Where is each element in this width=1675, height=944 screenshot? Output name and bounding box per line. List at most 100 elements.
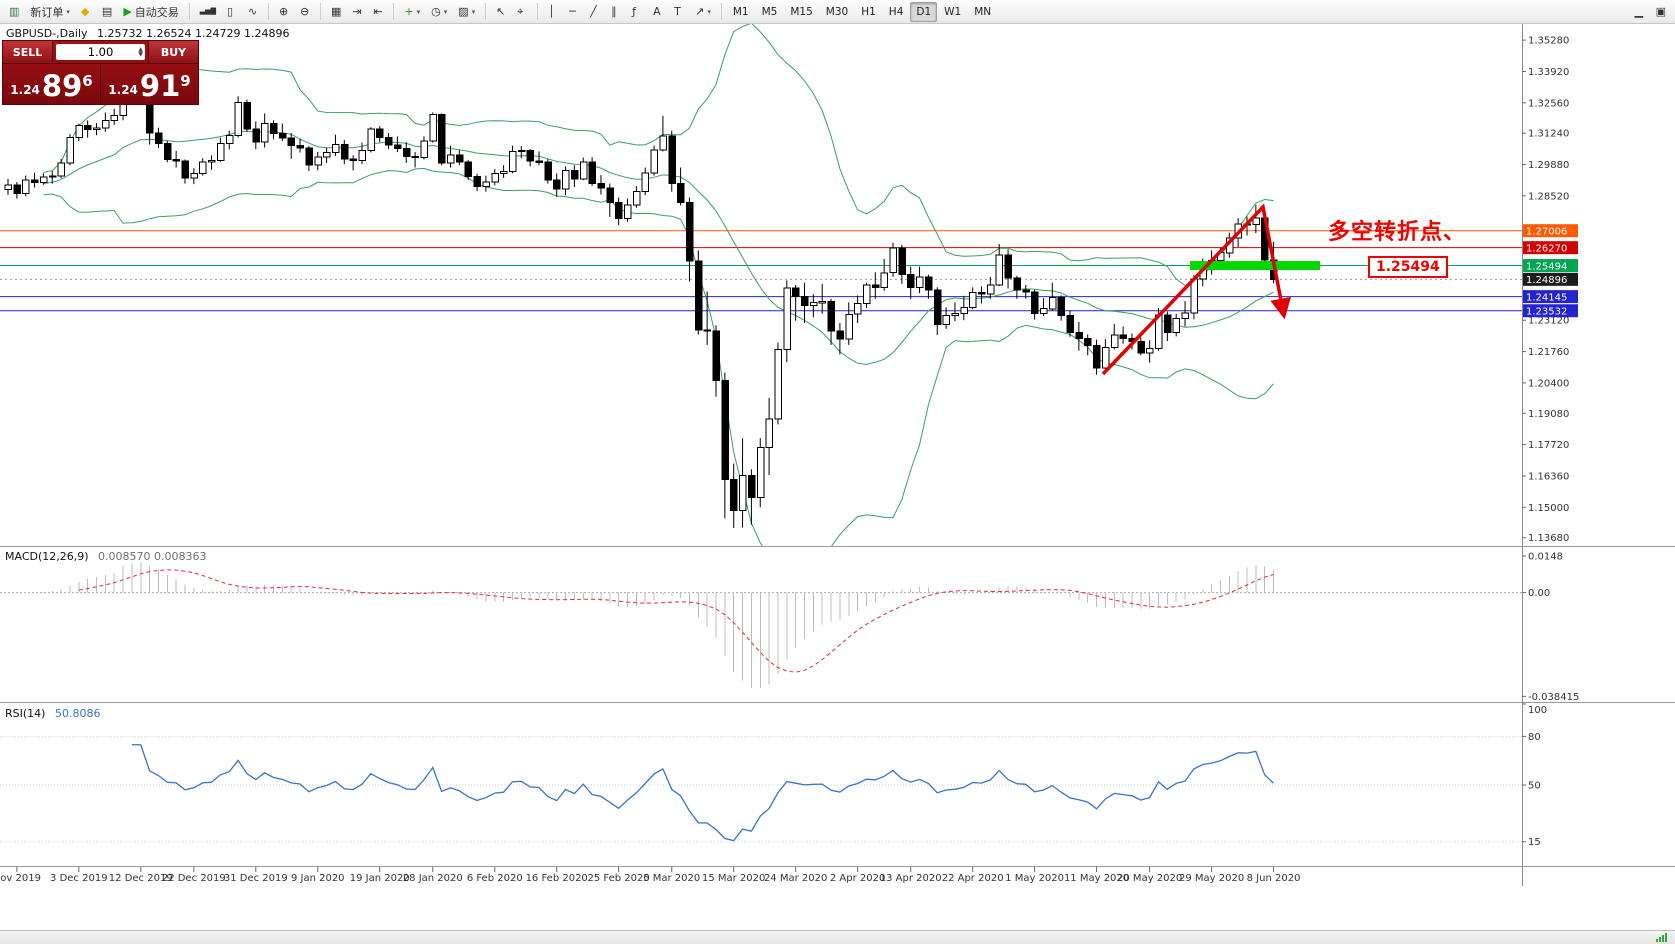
print-icon[interactable]: ▤ — [97, 2, 117, 22]
main-pane-layer — [0, 24, 1522, 546]
new-order-button[interactable]: 新订单 ▾ — [25, 2, 75, 22]
price-level-tag: 1.23532 — [1526, 307, 1567, 318]
sell-button[interactable]: SELL — [3, 41, 53, 63]
time-tick-label: 8 Jun 2020 — [1247, 873, 1301, 884]
price-tick-label: 1.13680 — [1528, 533, 1569, 544]
price-tick-label: 1.21760 — [1528, 347, 1569, 358]
macd-pane-splitter[interactable] — [0, 543, 1675, 549]
timeframe-m5-button[interactable]: M5 — [761, 5, 778, 18]
autotrading-button-label: 自动交易 — [134, 5, 179, 19]
text-icon[interactable]: A — [648, 2, 668, 22]
window-restore-icon[interactable]: ▣ — [1655, 5, 1666, 18]
zoom-in-icon: ⊕ — [278, 5, 289, 18]
vertical-line-icon: │ — [548, 5, 555, 18]
time-tick-label: 11 May 2020 — [1064, 873, 1129, 884]
time-scale[interactable] — [0, 866, 1522, 886]
indicators-icon[interactable]: + ▾ — [399, 2, 425, 22]
crosshair-icon[interactable]: ⌖ — [512, 2, 532, 22]
cursor-icon[interactable]: ↖ — [491, 2, 511, 22]
time-tick-label: 15 Mar 2020 — [702, 873, 765, 884]
channel-icon[interactable]: ∥ — [606, 2, 626, 22]
macd-scale-label: 0.00 — [1528, 588, 1550, 599]
app-chart-icon[interactable]: ▥ — [4, 2, 24, 22]
auto-scroll-icon[interactable]: ⇥ — [347, 2, 367, 22]
macd-histogram — [16, 562, 1274, 689]
zoom-in-icon[interactable]: ⊕ — [274, 2, 294, 22]
lot-increase-button[interactable]: ▲ — [138, 46, 143, 53]
price-tick-label: 1.35280 — [1528, 36, 1569, 47]
time-tick-label: 1 May 2020 — [1005, 873, 1064, 884]
bid-price-pip: 6 — [82, 72, 93, 90]
price-scale[interactable] — [1522, 24, 1675, 886]
trendline-icon[interactable]: ╱ — [585, 2, 605, 22]
label-icon: T — [674, 5, 681, 18]
rsi-indicator-label: RSI(14) 50.8086 — [5, 707, 100, 720]
macd-scale-label: -0.038415 — [1528, 692, 1579, 703]
line-chart-icon: ∿ — [247, 5, 258, 18]
rsi-scale-label: 80 — [1528, 732, 1541, 743]
rsi-pane-splitter[interactable] — [0, 699, 1675, 705]
price-tick-label: 1.33920 — [1528, 67, 1569, 78]
autotrading-button[interactable]: ▶ 自动交易 — [118, 2, 183, 22]
cursor-icon: ↖ — [496, 5, 506, 18]
time-tick-label: 2 Apr 2020 — [830, 873, 885, 884]
label-icon[interactable]: T — [669, 2, 689, 22]
ask-price-pip: 9 — [180, 72, 191, 90]
connection-status-icon — [1656, 933, 1667, 942]
timeframe-m15-button[interactable]: M15 — [790, 5, 813, 18]
tile-windows-icon[interactable]: ▦ — [326, 2, 346, 22]
bollinger-band-line — [43, 167, 1274, 546]
timeframe-h1-button[interactable]: H1 — [861, 5, 876, 18]
lot-decrease-button[interactable]: ▼ — [138, 51, 143, 58]
macd-values: 0.008570 0.008363 — [98, 550, 207, 563]
time-tick-label: 20 May 2020 — [1117, 873, 1182, 884]
periods-icon: ◷ — [431, 5, 441, 18]
timeframe-w1-button[interactable]: W1 — [944, 5, 962, 18]
rsi-scale-label: 50 — [1528, 781, 1541, 792]
one-click-trading-panel: SELL 1.00 ▲ ▼ BUY 1.24 89 6 1.24 91 9 — [2, 40, 199, 105]
price-level-tag: 1.25494 — [1526, 261, 1567, 272]
vertical-line-icon[interactable]: │ — [543, 2, 563, 22]
bar-chart-icon[interactable]: ▃▅▇ — [195, 2, 221, 22]
lot-size-value: 1.00 — [87, 45, 114, 59]
lot-size-input[interactable]: 1.00 ▲ ▼ — [56, 44, 145, 60]
window-minimize-icon[interactable]: ▁ — [1634, 5, 1644, 18]
periods-icon[interactable]: ◷ ▾ — [426, 2, 452, 22]
horizontal-line-icon[interactable]: ─ — [564, 2, 584, 22]
timeframe-m1-button[interactable]: M1 — [732, 5, 749, 18]
time-tick-label: 13 Apr 2020 — [880, 873, 942, 884]
timeframe-h4-button[interactable]: H4 — [888, 5, 904, 18]
bar-chart-icon: ▃▅▇ — [199, 7, 216, 15]
zoom-out-icon[interactable]: ⊖ — [295, 2, 315, 22]
line-chart-icon[interactable]: ∿ — [243, 2, 263, 22]
arrows-icon[interactable]: ↗ ▾ — [690, 2, 716, 22]
time-tick-label: Nov 2019 — [0, 873, 41, 884]
price-tick-label: 1.19080 — [1528, 409, 1569, 420]
buy-button[interactable]: BUY — [148, 41, 198, 63]
toolbar-separator — [537, 3, 539, 20]
fibonacci-icon[interactable]: ƒ — [627, 2, 647, 22]
rsi-name: RSI(14) — [5, 707, 46, 720]
candlestick-chart-icon[interactable]: ▯ — [222, 2, 242, 22]
price-tick-label: 1.15000 — [1528, 503, 1569, 514]
chart-shift-icon[interactable]: ⇤ — [368, 2, 388, 22]
horizontal-line-icon: ─ — [569, 5, 576, 18]
price-tick-label: 1.16360 — [1528, 471, 1569, 482]
toolbar-separator — [485, 3, 487, 20]
toolbar: ▥ 新订单 ▾ ◆ ▤ ▶ 自动交易 ▃▅▇ ▯ ∿ ⊕ ⊖ ▦ ⇥ ⇤ + ▾ ◷ ▾ ▨ ▾ ↖ ⌖ │ ─ ╱ ∥ ƒ A T ↗ ▾ M… — [0, 0, 1675, 24]
time-tick-label: 19 Jan 2020 — [350, 873, 410, 884]
timeframe-d1-button[interactable]: D1 — [910, 1, 938, 22]
templates-icon[interactable]: ▨ ▾ — [453, 2, 480, 22]
ask-price[interactable]: 1.24 91 9 — [101, 64, 198, 104]
bid-price-small: 1.24 — [10, 83, 40, 97]
time-tick-label: 25 Feb 2020 — [588, 873, 650, 884]
time-tick-label: 24 Mar 2020 — [764, 873, 827, 884]
crosshair-icon: ⌖ — [517, 5, 524, 18]
timeframe-m30-button[interactable]: M30 — [825, 5, 849, 18]
metaeditor-icon[interactable]: ◆ — [76, 2, 96, 22]
toolbar-separator — [393, 3, 395, 20]
bid-price[interactable]: 1.24 89 6 — [3, 64, 101, 104]
price-tick-label: 1.17720 — [1528, 440, 1569, 451]
timeframe-mn-button[interactable]: MN — [974, 5, 992, 18]
